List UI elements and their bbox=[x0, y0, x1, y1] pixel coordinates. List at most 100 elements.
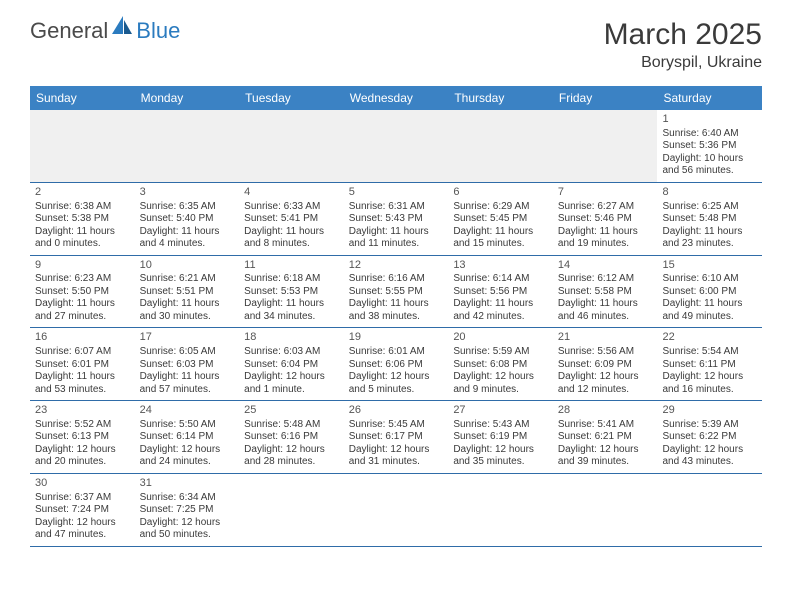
day-number: 27 bbox=[453, 404, 548, 418]
day-cell: 9Sunrise: 6:23 AMSunset: 5:50 PMDaylight… bbox=[30, 256, 135, 328]
sunrise-line: Sunrise: 5:41 AM bbox=[558, 419, 653, 432]
sunrise-line: Sunrise: 5:56 AM bbox=[558, 346, 653, 359]
daylight-line: Daylight: 11 hours and 30 minutes. bbox=[140, 298, 235, 323]
day-cell: 27Sunrise: 5:43 AMSunset: 6:19 PMDayligh… bbox=[448, 401, 553, 473]
sunrise-line: Sunrise: 6:34 AM bbox=[140, 492, 235, 505]
day-number: 9 bbox=[35, 259, 130, 273]
day-number: 21 bbox=[558, 331, 653, 345]
day-number: 22 bbox=[662, 331, 757, 345]
day-number: 26 bbox=[349, 404, 444, 418]
sunrise-line: Sunrise: 6:05 AM bbox=[140, 346, 235, 359]
day-number: 11 bbox=[244, 259, 339, 273]
daylight-line: Daylight: 11 hours and 53 minutes. bbox=[35, 371, 130, 396]
day-number: 20 bbox=[453, 331, 548, 345]
sunset-line: Sunset: 5:41 PM bbox=[244, 213, 339, 226]
sunrise-line: Sunrise: 6:23 AM bbox=[35, 273, 130, 286]
day-cell: 31Sunrise: 6:34 AMSunset: 7:25 PMDayligh… bbox=[135, 474, 240, 546]
sunset-line: Sunset: 6:21 PM bbox=[558, 431, 653, 444]
day-number: 3 bbox=[140, 186, 235, 200]
sunrise-line: Sunrise: 6:27 AM bbox=[558, 201, 653, 214]
sunset-line: Sunset: 5:48 PM bbox=[662, 213, 757, 226]
sunrise-line: Sunrise: 5:48 AM bbox=[244, 419, 339, 432]
day-cell-blank bbox=[344, 110, 449, 182]
day-number: 16 bbox=[35, 331, 130, 345]
sunset-line: Sunset: 5:56 PM bbox=[453, 286, 548, 299]
day-cell: 18Sunrise: 6:03 AMSunset: 6:04 PMDayligh… bbox=[239, 328, 344, 400]
sunset-line: Sunset: 5:51 PM bbox=[140, 286, 235, 299]
day-number: 25 bbox=[244, 404, 339, 418]
sunset-line: Sunset: 6:00 PM bbox=[662, 286, 757, 299]
daylight-line: Daylight: 11 hours and 27 minutes. bbox=[35, 298, 130, 323]
dow-sunday: Sunday bbox=[30, 86, 135, 110]
page-title: March 2025 bbox=[604, 18, 762, 52]
day-cell: 24Sunrise: 5:50 AMSunset: 6:14 PMDayligh… bbox=[135, 401, 240, 473]
dow-monday: Monday bbox=[135, 86, 240, 110]
sunset-line: Sunset: 6:17 PM bbox=[349, 431, 444, 444]
dow-tuesday: Tuesday bbox=[239, 86, 344, 110]
sunset-line: Sunset: 5:40 PM bbox=[140, 213, 235, 226]
day-cell-blank bbox=[657, 474, 762, 546]
sunset-line: Sunset: 7:25 PM bbox=[140, 504, 235, 517]
sunrise-line: Sunrise: 6:14 AM bbox=[453, 273, 548, 286]
sunrise-line: Sunrise: 6:35 AM bbox=[140, 201, 235, 214]
sunrise-line: Sunrise: 5:43 AM bbox=[453, 419, 548, 432]
sunset-line: Sunset: 6:01 PM bbox=[35, 359, 130, 372]
day-number: 14 bbox=[558, 259, 653, 273]
daylight-line: Daylight: 11 hours and 4 minutes. bbox=[140, 226, 235, 251]
week-row: 16Sunrise: 6:07 AMSunset: 6:01 PMDayligh… bbox=[30, 328, 762, 401]
daylight-line: Daylight: 11 hours and 42 minutes. bbox=[453, 298, 548, 323]
sunrise-line: Sunrise: 5:39 AM bbox=[662, 419, 757, 432]
sunset-line: Sunset: 6:19 PM bbox=[453, 431, 548, 444]
day-number: 5 bbox=[349, 186, 444, 200]
day-cell: 12Sunrise: 6:16 AMSunset: 5:55 PMDayligh… bbox=[344, 256, 449, 328]
dow-saturday: Saturday bbox=[657, 86, 762, 110]
day-cell-blank bbox=[344, 474, 449, 546]
day-number: 7 bbox=[558, 186, 653, 200]
daylight-line: Daylight: 11 hours and 57 minutes. bbox=[140, 371, 235, 396]
sunrise-line: Sunrise: 5:50 AM bbox=[140, 419, 235, 432]
sunrise-line: Sunrise: 6:37 AM bbox=[35, 492, 130, 505]
daylight-line: Daylight: 11 hours and 8 minutes. bbox=[244, 226, 339, 251]
sunset-line: Sunset: 6:22 PM bbox=[662, 431, 757, 444]
sunrise-line: Sunrise: 6:03 AM bbox=[244, 346, 339, 359]
daylight-line: Daylight: 10 hours and 56 minutes. bbox=[662, 153, 757, 178]
sunrise-line: Sunrise: 6:38 AM bbox=[35, 201, 130, 214]
sunrise-line: Sunrise: 6:31 AM bbox=[349, 201, 444, 214]
daylight-line: Daylight: 12 hours and 9 minutes. bbox=[453, 371, 548, 396]
week-row: 9Sunrise: 6:23 AMSunset: 5:50 PMDaylight… bbox=[30, 256, 762, 329]
sunset-line: Sunset: 5:50 PM bbox=[35, 286, 130, 299]
day-cell-blank bbox=[553, 110, 658, 182]
day-cell: 16Sunrise: 6:07 AMSunset: 6:01 PMDayligh… bbox=[30, 328, 135, 400]
week-row: 23Sunrise: 5:52 AMSunset: 6:13 PMDayligh… bbox=[30, 401, 762, 474]
sunrise-line: Sunrise: 6:12 AM bbox=[558, 273, 653, 286]
day-cell: 5Sunrise: 6:31 AMSunset: 5:43 PMDaylight… bbox=[344, 183, 449, 255]
day-number: 15 bbox=[662, 259, 757, 273]
title-block: March 2025 Boryspil, Ukraine bbox=[604, 18, 762, 72]
sunrise-line: Sunrise: 6:01 AM bbox=[349, 346, 444, 359]
day-cell: 26Sunrise: 5:45 AMSunset: 6:17 PMDayligh… bbox=[344, 401, 449, 473]
daylight-line: Daylight: 12 hours and 50 minutes. bbox=[140, 517, 235, 542]
daylight-line: Daylight: 12 hours and 47 minutes. bbox=[35, 517, 130, 542]
calendar: Sunday Monday Tuesday Wednesday Thursday… bbox=[30, 86, 762, 547]
day-number: 12 bbox=[349, 259, 444, 273]
daylight-line: Daylight: 12 hours and 5 minutes. bbox=[349, 371, 444, 396]
sunrise-line: Sunrise: 5:45 AM bbox=[349, 419, 444, 432]
day-number: 23 bbox=[35, 404, 130, 418]
sunset-line: Sunset: 6:11 PM bbox=[662, 359, 757, 372]
sunset-line: Sunset: 5:58 PM bbox=[558, 286, 653, 299]
day-number: 19 bbox=[349, 331, 444, 345]
day-cell: 1Sunrise: 6:40 AMSunset: 5:36 PMDaylight… bbox=[657, 110, 762, 182]
sunset-line: Sunset: 6:04 PM bbox=[244, 359, 339, 372]
daylight-line: Daylight: 11 hours and 15 minutes. bbox=[453, 226, 548, 251]
sunrise-line: Sunrise: 5:59 AM bbox=[453, 346, 548, 359]
sunrise-line: Sunrise: 6:25 AM bbox=[662, 201, 757, 214]
daylight-line: Daylight: 12 hours and 35 minutes. bbox=[453, 444, 548, 469]
day-cell: 10Sunrise: 6:21 AMSunset: 5:51 PMDayligh… bbox=[135, 256, 240, 328]
sunset-line: Sunset: 5:43 PM bbox=[349, 213, 444, 226]
weeks-container: 1Sunrise: 6:40 AMSunset: 5:36 PMDaylight… bbox=[30, 110, 762, 547]
sunrise-line: Sunrise: 6:21 AM bbox=[140, 273, 235, 286]
daylight-line: Daylight: 11 hours and 49 minutes. bbox=[662, 298, 757, 323]
sunrise-line: Sunrise: 6:07 AM bbox=[35, 346, 130, 359]
dow-friday: Friday bbox=[553, 86, 658, 110]
day-cell: 11Sunrise: 6:18 AMSunset: 5:53 PMDayligh… bbox=[239, 256, 344, 328]
